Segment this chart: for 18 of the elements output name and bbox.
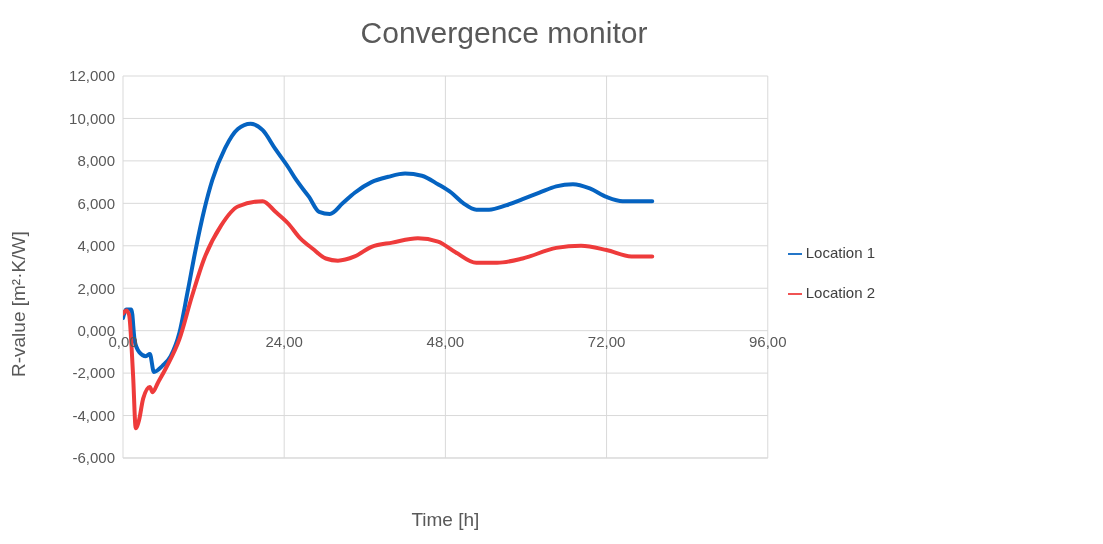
y-tick-label: -2,000 [72, 364, 115, 382]
x-tick-label: 24,00 [265, 332, 303, 350]
y-tick-label: 6,000 [77, 194, 115, 212]
x-tick-label: 96,00 [748, 332, 787, 350]
y-tick-label: 2,000 [77, 279, 115, 297]
y-tick-label: 12,000 [69, 67, 115, 85]
y-tick-label: 10,000 [69, 109, 115, 127]
x-tick-label: 48,00 [426, 332, 465, 350]
y-tick-label: -4,000 [72, 406, 115, 424]
x-axis-title: Time [h] [411, 509, 480, 530]
legend-label: Location 2 [805, 284, 875, 301]
y-axis-title: R-value [m²·K/W] [7, 231, 29, 377]
y-tick-label: 8,000 [77, 152, 115, 170]
y-tick-label: -6,000 [72, 449, 115, 467]
x-tick-label: 72,00 [587, 332, 626, 350]
legend-label: Location 1 [805, 244, 875, 261]
y-tick-label: 4,000 [77, 237, 115, 255]
chart-title: Convergence monitor [359, 16, 649, 50]
